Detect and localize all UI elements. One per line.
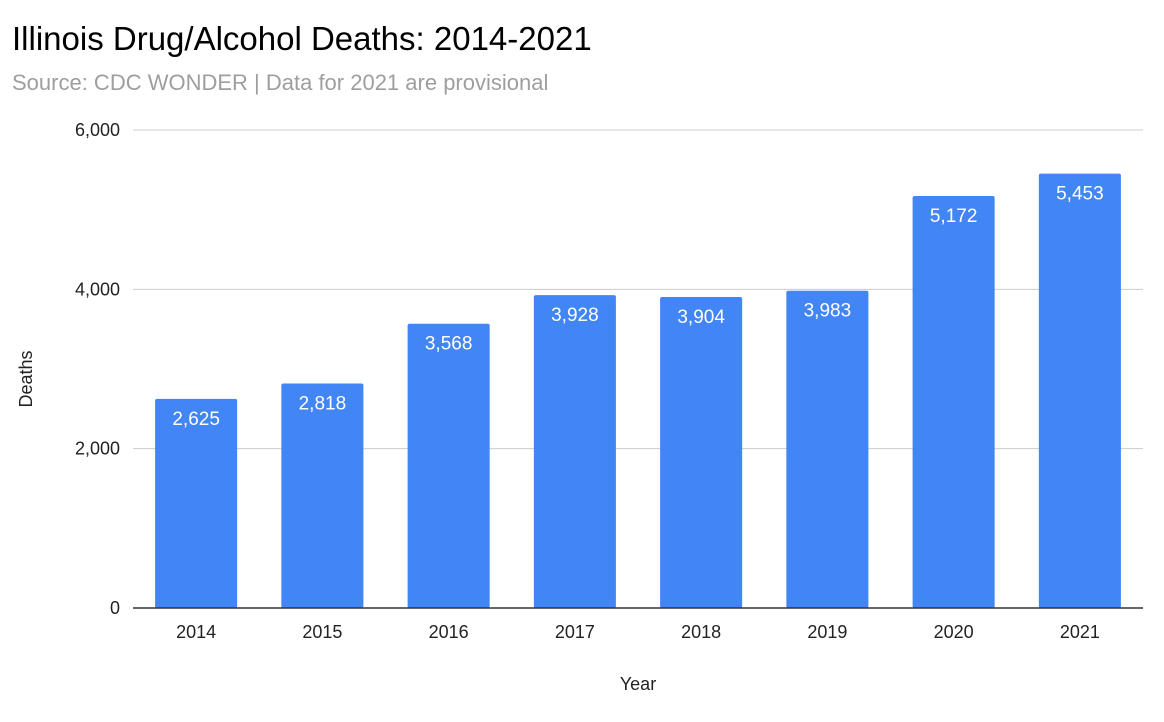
bar-2017 — [533, 295, 616, 608]
chart-title: Illinois Drug/Alcohol Deaths: 2014-2021 — [12, 20, 592, 57]
x-tick-label: 2014 — [176, 622, 216, 642]
y-tick-label: 2,000 — [75, 439, 120, 459]
data-label: 3,928 — [551, 305, 599, 326]
x-tick-label: 2020 — [934, 622, 974, 642]
data-label: 2,625 — [172, 409, 220, 430]
data-label: 3,904 — [677, 307, 725, 328]
x-tick-label: 2016 — [429, 622, 469, 642]
data-label: 2,818 — [299, 393, 347, 414]
data-label: 5,172 — [930, 206, 978, 227]
y-axis-ticks: 0 2,000 4,000 6,000 — [75, 120, 120, 618]
x-tick-label: 2017 — [555, 622, 595, 642]
y-tick-label: 4,000 — [75, 279, 120, 299]
bars: 2,625 2,818 3,568 3,928 3,904 3,983 5,172 5,453 — [155, 173, 1121, 609]
bar-2018 — [660, 296, 743, 608]
y-tick-label: 6,000 — [75, 120, 120, 140]
data-label: 3,983 — [804, 301, 852, 322]
bar-2021 — [1038, 173, 1121, 608]
x-tick-label: 2019 — [807, 622, 847, 642]
bar-2019 — [786, 290, 869, 608]
x-tick-label: 2015 — [302, 622, 342, 642]
x-tick-label: 2021 — [1060, 622, 1100, 642]
bar-2016 — [407, 323, 490, 608]
bar-2015 — [281, 383, 364, 608]
bar-2020 — [912, 195, 995, 609]
x-axis-ticks: 2014 2015 2016 2017 2018 2019 2020 2021 — [176, 622, 1100, 642]
y-axis-title: Deaths — [16, 350, 36, 407]
y-tick-label: 0 — [110, 598, 120, 618]
data-label: 3,568 — [425, 334, 473, 355]
data-label: 5,453 — [1056, 184, 1104, 205]
x-tick-label: 2018 — [681, 622, 721, 642]
x-axis-title: Year — [620, 674, 656, 694]
chart-subtitle: Source: CDC WONDER | Data for 2021 are p… — [12, 70, 549, 95]
bar-2014 — [155, 398, 238, 608]
